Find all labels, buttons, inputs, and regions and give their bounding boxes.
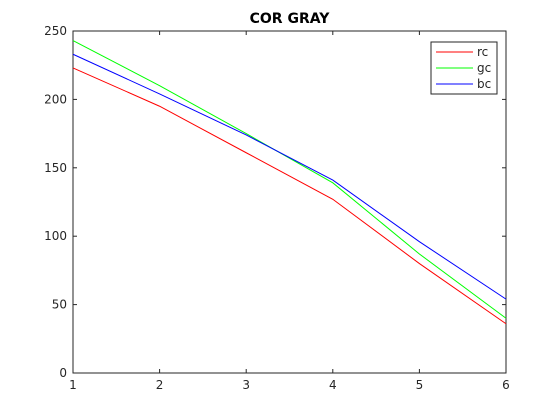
x-tick-label: 5	[416, 378, 424, 392]
series-group	[72, 40, 507, 325]
chart-title: COR GRAY	[250, 11, 331, 27]
x-tick-label: 3	[242, 378, 250, 392]
series-line-gc	[72, 40, 507, 319]
legend: rc gc bc	[430, 41, 498, 95]
y-tick-label: 100	[44, 229, 67, 243]
legend-label-bc: bc	[477, 77, 491, 91]
x-tick-label: 1	[69, 378, 77, 392]
y-tick-label: 150	[44, 161, 67, 175]
y-tick-label: 200	[44, 92, 67, 106]
y-tick-label: 0	[59, 366, 67, 380]
x-tick-label: 4	[329, 378, 337, 392]
x-axis: 1 2 3 4 5 6	[69, 31, 510, 392]
x-tick-label: 6	[502, 378, 510, 392]
y-tick-label: 250	[44, 24, 67, 38]
series-line-bc	[72, 53, 507, 300]
legend-label-rc: rc	[477, 45, 488, 59]
legend-label-gc: gc	[477, 61, 491, 75]
y-tick-label: 50	[52, 298, 67, 312]
x-tick-label: 2	[156, 378, 164, 392]
series-line-rc	[72, 67, 507, 325]
y-axis: 0 50 100 150 200 250	[44, 24, 506, 380]
